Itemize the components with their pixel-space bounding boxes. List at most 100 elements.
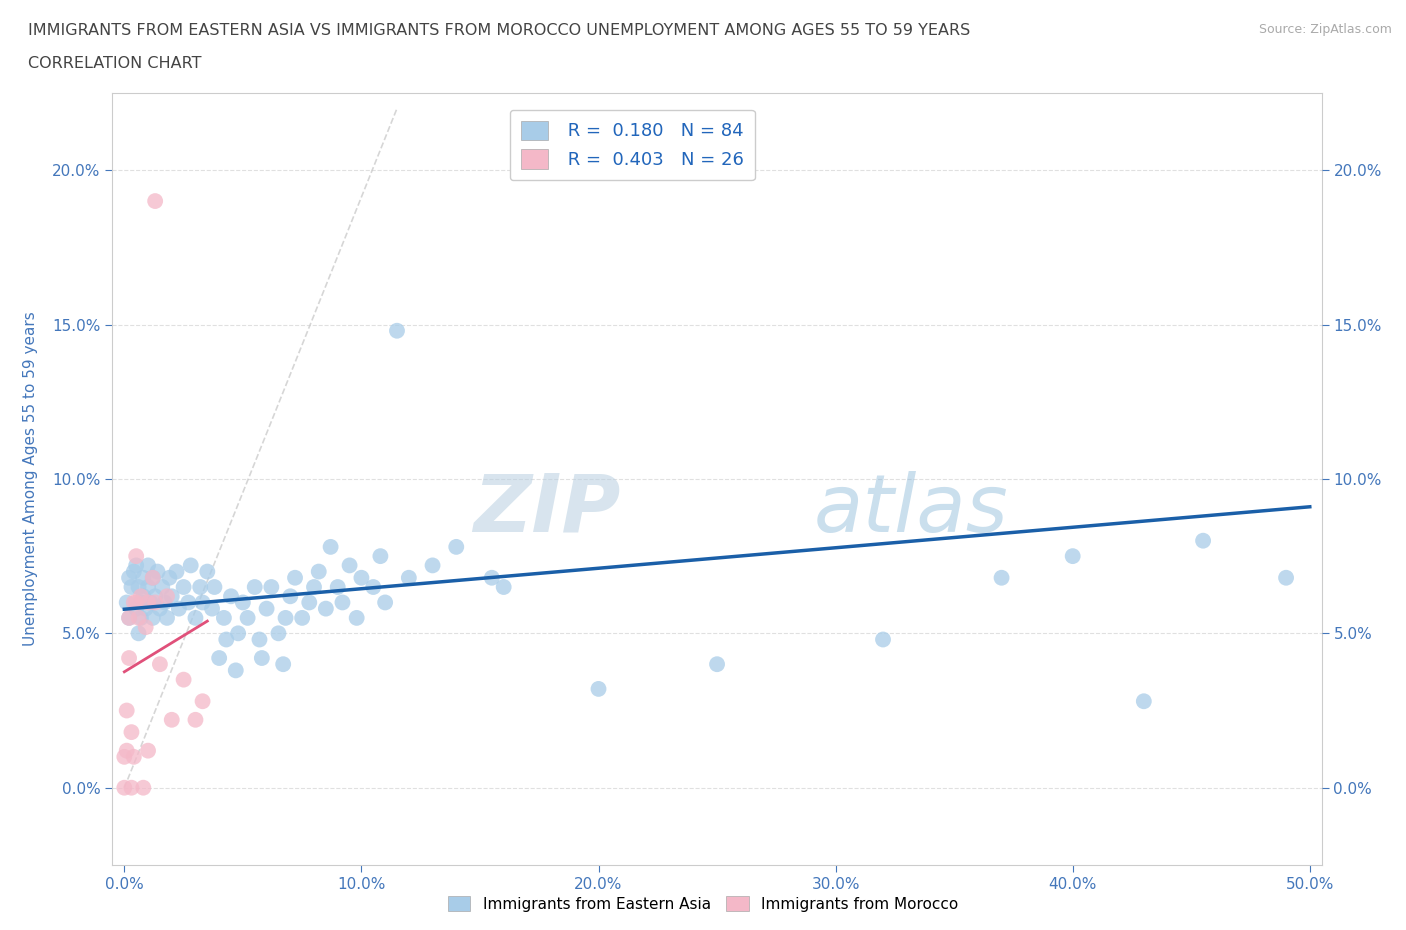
Point — [167, 601, 190, 616]
Point — [150, 579, 173, 594]
Point — [118, 610, 141, 625]
Point — [236, 610, 259, 625]
Point — [136, 595, 159, 610]
Legend: Immigrants from Eastern Asia, Immigrants from Morocco: Immigrants from Eastern Asia, Immigrants… — [441, 889, 965, 918]
Point — [308, 565, 330, 579]
Point — [142, 570, 165, 585]
Point — [446, 539, 468, 554]
Point — [118, 570, 141, 585]
Point — [374, 595, 396, 610]
Point — [173, 672, 195, 687]
Point — [115, 595, 138, 610]
Point — [149, 657, 172, 671]
Point — [184, 712, 207, 727]
Point — [125, 595, 148, 610]
Point — [143, 595, 166, 610]
Point — [122, 565, 145, 579]
Point — [256, 601, 278, 616]
Point — [212, 610, 235, 625]
Point — [156, 610, 179, 625]
Point — [872, 632, 894, 647]
Point — [191, 595, 214, 610]
Point — [284, 570, 307, 585]
Point — [128, 610, 150, 625]
Point — [385, 324, 408, 339]
Point — [143, 589, 166, 604]
Point — [990, 570, 1012, 585]
Point — [302, 579, 325, 594]
Point — [139, 595, 162, 610]
Point — [149, 601, 172, 616]
Point — [204, 579, 226, 594]
Point — [112, 750, 135, 764]
Point — [346, 610, 368, 625]
Point — [332, 595, 354, 610]
Point — [243, 579, 266, 594]
Point — [278, 589, 301, 604]
Point — [135, 619, 157, 634]
Point — [156, 589, 179, 604]
Point — [132, 589, 155, 604]
Point — [1062, 549, 1084, 564]
Point — [208, 651, 231, 666]
Point — [173, 579, 195, 594]
Point — [339, 558, 361, 573]
Point — [125, 601, 148, 616]
Point — [166, 565, 188, 579]
Point — [125, 558, 148, 573]
Point — [132, 780, 155, 795]
Point — [136, 579, 159, 594]
Point — [481, 570, 503, 585]
Point — [195, 565, 218, 579]
Point — [219, 589, 242, 604]
Point — [122, 750, 145, 764]
Point — [271, 657, 294, 671]
Point — [125, 549, 148, 564]
Text: atlas: atlas — [814, 471, 1008, 549]
Point — [136, 743, 159, 758]
Point — [201, 601, 224, 616]
Point — [492, 579, 515, 594]
Point — [143, 193, 166, 208]
Point — [319, 539, 342, 554]
Legend:  R =  0.180   N = 84,  R =  0.403   N = 26: R = 0.180 N = 84, R = 0.403 N = 26 — [510, 110, 755, 180]
Point — [157, 570, 180, 585]
Point — [291, 610, 314, 625]
Point — [184, 610, 207, 625]
Point — [118, 610, 141, 625]
Point — [361, 579, 384, 594]
Point — [120, 780, 142, 795]
Point — [326, 579, 349, 594]
Point — [398, 570, 420, 585]
Point — [588, 682, 610, 697]
Point — [188, 579, 211, 594]
Point — [1275, 570, 1298, 585]
Point — [146, 565, 169, 579]
Point — [267, 626, 290, 641]
Point — [160, 712, 183, 727]
Point — [232, 595, 254, 610]
Point — [142, 570, 165, 585]
Point — [370, 549, 392, 564]
Point — [136, 558, 159, 573]
Point — [177, 595, 200, 610]
Point — [1133, 694, 1156, 709]
Point — [142, 610, 165, 625]
Point — [112, 780, 135, 795]
Point — [129, 595, 152, 610]
Point — [315, 601, 337, 616]
Point — [122, 595, 145, 610]
Point — [129, 589, 152, 604]
Text: IMMIGRANTS FROM EASTERN ASIA VS IMMIGRANTS FROM MOROCCO UNEMPLOYMENT AMONG AGES : IMMIGRANTS FROM EASTERN ASIA VS IMMIGRAN… — [28, 23, 970, 38]
Point — [215, 632, 238, 647]
Point — [1192, 533, 1215, 548]
Text: Source: ZipAtlas.com: Source: ZipAtlas.com — [1258, 23, 1392, 36]
Point — [274, 610, 297, 625]
Point — [153, 595, 176, 610]
Point — [249, 632, 271, 647]
Y-axis label: Unemployment Among Ages 55 to 59 years: Unemployment Among Ages 55 to 59 years — [24, 312, 38, 646]
Point — [115, 743, 138, 758]
Point — [706, 657, 728, 671]
Point — [160, 589, 183, 604]
Text: ZIP: ZIP — [472, 471, 620, 549]
